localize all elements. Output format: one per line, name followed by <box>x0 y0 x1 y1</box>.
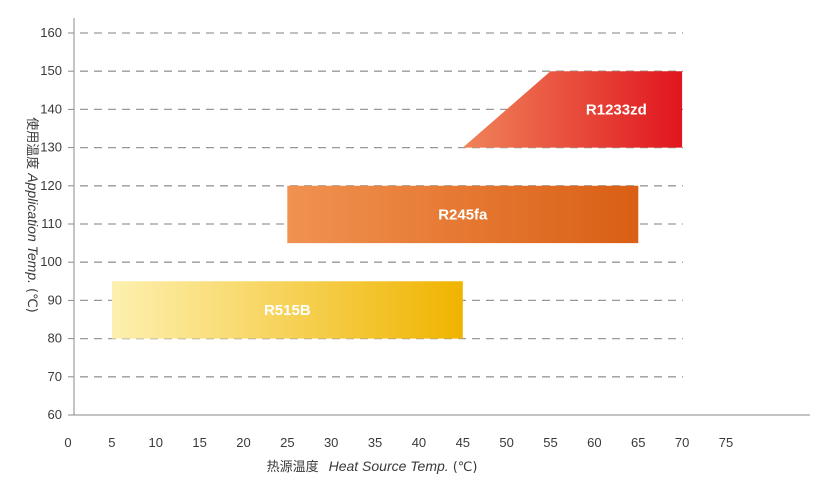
y-tick-label: 90 <box>48 292 62 307</box>
y-tick-label: 80 <box>48 331 62 346</box>
y-tick-label: 130 <box>40 140 62 155</box>
y-tick-label: 70 <box>48 369 62 384</box>
y-axis-title-en: Application Temp. <box>25 172 41 284</box>
x-tick-label: 70 <box>675 435 689 450</box>
x-tick-label: 20 <box>236 435 250 450</box>
y-tick-label: 120 <box>40 178 62 193</box>
x-tick-labels: 0 5 10 15 20 25 30 35 40 45 50 55 60 65 70 75 <box>64 435 733 450</box>
x-tick-label: 65 <box>631 435 645 450</box>
y-axis-title-cn: 使用温度 <box>24 117 40 169</box>
x-axis-title-cn: 热源温度 <box>267 459 319 475</box>
y-axis-title: 使用温度 Application Temp. (℃) <box>24 117 41 313</box>
x-axis-title: 热源温度 Heat Source Temp. (℃) <box>267 458 478 475</box>
band-r245fa <box>287 185 639 244</box>
y-tick-label: 160 <box>40 25 62 40</box>
y-tick-labels: 60 70 80 90 100 110 120 130 140 150 160 <box>40 25 74 422</box>
x-tick-label: 60 <box>587 435 601 450</box>
x-tick-label: 75 <box>719 435 733 450</box>
axes <box>73 18 810 416</box>
x-tick-label: 10 <box>148 435 162 450</box>
band-r1233zd <box>462 71 683 148</box>
y-tick-label: 60 <box>48 407 62 422</box>
x-tick-label: 30 <box>324 435 338 450</box>
x-tick-label: 35 <box>368 435 382 450</box>
y-tick-label: 150 <box>40 63 62 78</box>
x-tick-label: 5 <box>108 435 115 450</box>
band-label-r515b: R515B <box>264 302 311 319</box>
y-tick-label: 100 <box>40 254 62 269</box>
data-bands: R1233zd R245fa R515B <box>111 71 683 339</box>
x-tick-label: 40 <box>412 435 426 450</box>
x-tick-label: 45 <box>456 435 470 450</box>
x-tick-label: 25 <box>280 435 294 450</box>
y-axis-title-unit: (℃) <box>24 288 39 313</box>
x-tick-label: 50 <box>499 435 513 450</box>
x-axis-title-unit: (℃) <box>453 460 478 475</box>
y-tick-label: 140 <box>40 101 62 116</box>
x-tick-label: 15 <box>192 435 206 450</box>
x-tick-label: 55 <box>543 435 557 450</box>
band-label-r1233zd: R1233zd <box>586 101 647 118</box>
x-tick-label: 0 <box>64 435 71 450</box>
x-axis-title-en: Heat Source Temp. <box>329 458 449 474</box>
y-tick-label: 110 <box>41 216 62 231</box>
band-r515b <box>111 281 463 339</box>
band-label-r245fa: R245fa <box>438 206 488 223</box>
